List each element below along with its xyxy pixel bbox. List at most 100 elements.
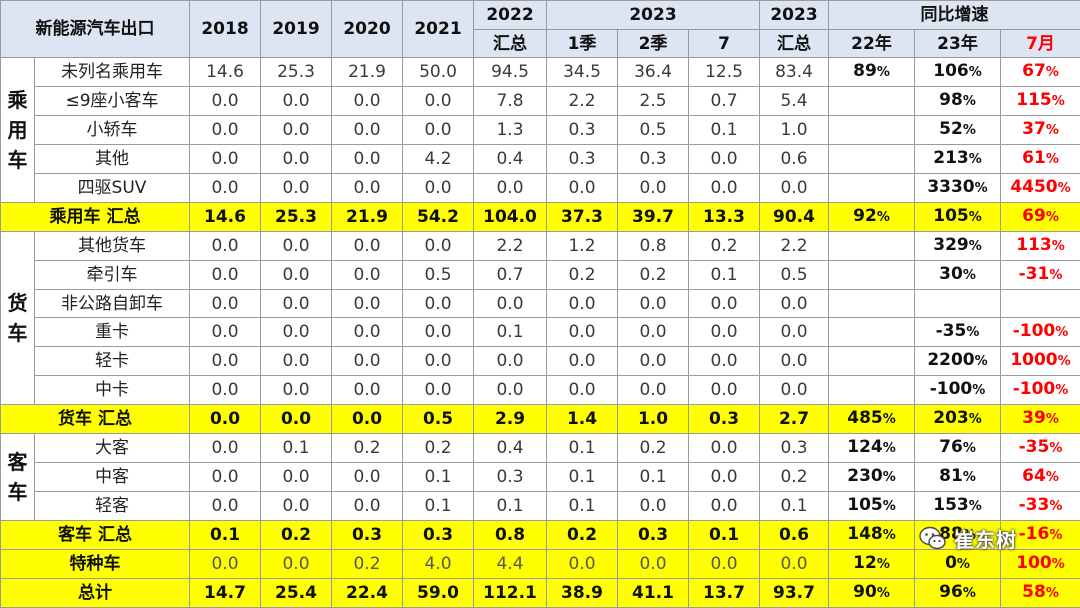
value-cell: 104.0 — [474, 203, 547, 232]
yoy-7-cell: -100% — [1001, 376, 1080, 405]
header-2023-total: 2023 — [760, 1, 829, 30]
value-cell: 2.9 — [474, 405, 547, 434]
value-cell: 0.0 — [689, 434, 760, 463]
yoy-22-cell — [829, 376, 915, 405]
yoy-22-cell — [829, 261, 915, 290]
yoy-23-cell-value: 30 — [939, 264, 963, 284]
header-row-1: 新能源汽车出口 2018 2019 2020 2021 2022 2023 20… — [1, 1, 1080, 30]
value-cell: 0.0 — [332, 145, 403, 174]
value-cell: 0.6 — [760, 145, 829, 174]
yoy-7-cell: 37% — [1001, 116, 1080, 145]
percent-sign: % — [969, 65, 982, 80]
value-cell: 0.1 — [403, 492, 474, 521]
value-cell: 0.0 — [332, 463, 403, 492]
percent-sign: % — [1049, 499, 1062, 514]
value-cell: 0.7 — [689, 87, 760, 116]
value-cell: 0.0 — [332, 347, 403, 376]
yoy-23-cell: 213% — [915, 145, 1001, 174]
value-cell: 0.0 — [261, 145, 332, 174]
row-label: 非公路自卸车 — [35, 290, 190, 318]
yoy-22-cell: 485% — [829, 405, 915, 434]
yoy-23-cell: 106% — [915, 58, 1001, 87]
value-cell: 0.2 — [760, 463, 829, 492]
yoy-23-cell-value: 106 — [933, 61, 969, 81]
yoy-7-cell-value: 69 — [1022, 206, 1046, 226]
header-year: 2019 — [261, 1, 332, 58]
value-cell: 0.0 — [332, 376, 403, 405]
yoy-22-cell-value: 89 — [853, 61, 877, 81]
row-label: 未列名乘用车 — [35, 58, 190, 87]
row-label: 重卡 — [35, 318, 190, 347]
value-cell: 1.3 — [474, 116, 547, 145]
category-cell: 货车 — [1, 232, 35, 405]
value-cell: 0.1 — [474, 318, 547, 347]
value-cell: 1.0 — [760, 116, 829, 145]
percent-sign: % — [963, 586, 976, 601]
value-cell: 0.6 — [760, 521, 829, 550]
value-cell: 0.0 — [474, 376, 547, 405]
percent-sign: % — [1058, 354, 1071, 369]
yoy-7-cell-value: 37 — [1022, 119, 1046, 139]
row-label: 四驱SUV — [35, 174, 190, 203]
yoy-7-cell: 4450% — [1001, 174, 1080, 203]
yoy-22-cell: 105% — [829, 492, 915, 521]
yoy-23-cell — [915, 290, 1001, 318]
yoy-22-cell: 230% — [829, 463, 915, 492]
yoy-7-cell: 64% — [1001, 463, 1080, 492]
value-cell: 0.0 — [547, 376, 618, 405]
value-cell: 38.9 — [547, 579, 618, 608]
yoy-7-cell-value: -33 — [1019, 495, 1050, 515]
value-cell: 0.0 — [403, 116, 474, 145]
value-cell: 41.1 — [618, 579, 689, 608]
percent-sign: % — [969, 210, 982, 225]
percent-sign: % — [883, 528, 896, 543]
value-cell: 4.2 — [403, 145, 474, 174]
percent-sign: % — [883, 470, 896, 485]
value-cell: 0.1 — [618, 463, 689, 492]
value-cell: 0.0 — [332, 318, 403, 347]
yoy-22-cell: 148% — [829, 521, 915, 550]
value-cell: 37.3 — [547, 203, 618, 232]
percent-sign: % — [1055, 325, 1068, 340]
value-cell: 0.8 — [618, 232, 689, 261]
percent-sign: % — [1058, 181, 1071, 196]
value-cell: 0.0 — [547, 318, 618, 347]
value-cell: 0.0 — [261, 405, 332, 434]
yoy-23-cell: 2200% — [915, 347, 1001, 376]
yoy-22-cell — [829, 232, 915, 261]
value-cell: 0.1 — [190, 521, 261, 550]
percent-sign: % — [969, 412, 982, 427]
yoy-7-cell: 1000% — [1001, 347, 1080, 376]
watermark: 崔东树 — [918, 518, 1078, 558]
percent-sign: % — [966, 325, 979, 340]
value-cell: 0.0 — [547, 174, 618, 203]
value-cell: 0.0 — [332, 261, 403, 290]
row-label: 轻卡 — [35, 347, 190, 376]
value-cell: 25.3 — [261, 58, 332, 87]
value-cell: 0.0 — [190, 347, 261, 376]
value-cell: 4.4 — [474, 550, 547, 579]
value-cell: 0.0 — [403, 318, 474, 347]
value-cell: 0.1 — [547, 492, 618, 521]
percent-sign: % — [963, 470, 976, 485]
yoy-23-cell-value: 96 — [939, 582, 963, 602]
percent-sign: % — [957, 557, 970, 572]
yoy-7-cell-value: 115 — [1016, 90, 1052, 110]
value-cell: 0.0 — [689, 318, 760, 347]
yoy-23-cell-value: -35 — [936, 321, 967, 341]
value-cell: 2.5 — [618, 87, 689, 116]
value-cell: 0.3 — [618, 145, 689, 174]
value-cell: 0.0 — [190, 318, 261, 347]
yoy-23-cell: -100% — [915, 376, 1001, 405]
header-yoy-22: 22年 — [829, 30, 915, 58]
value-cell: 0.0 — [547, 550, 618, 579]
category-cell: 乘用车 — [1, 58, 35, 203]
subtotal-label: 货车 汇总 — [1, 405, 190, 434]
percent-sign: % — [963, 123, 976, 138]
